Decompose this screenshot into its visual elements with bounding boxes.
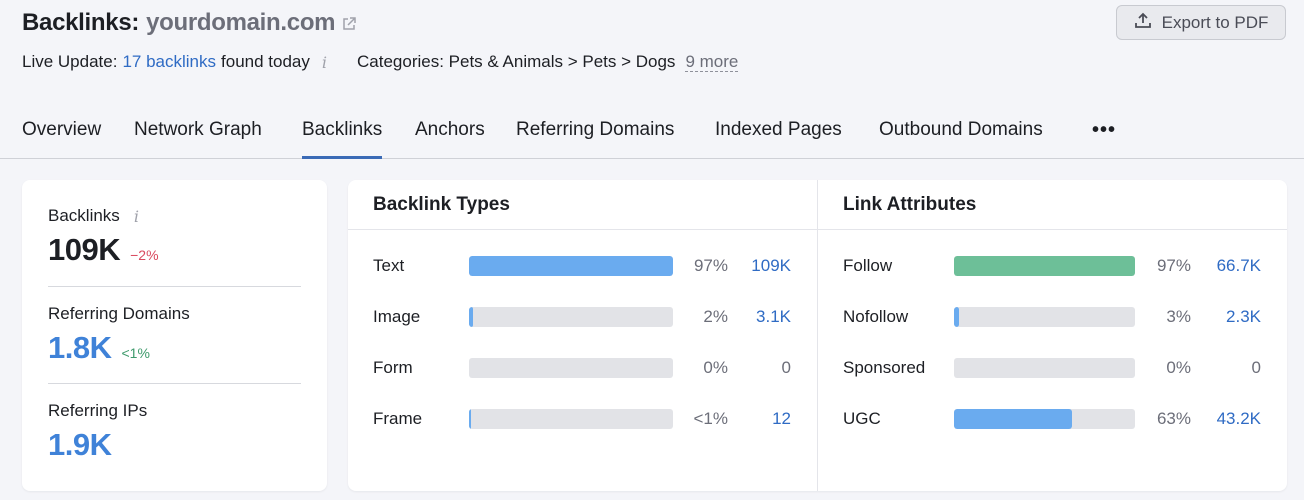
metric-label: Referring IPs xyxy=(48,401,148,420)
backlink-types-section: Backlink Types Text 97% 109K Image 2% 3.… xyxy=(348,180,817,491)
metric-label: Referring Domains xyxy=(48,304,190,323)
progress-bar xyxy=(954,256,1135,276)
link-attribute-row-ugc: UGC 63% 43.2K xyxy=(818,408,1287,430)
metric-backlinks: Backlinks i 109K −2% xyxy=(48,206,301,268)
divider xyxy=(48,286,301,287)
metric-value[interactable]: 1.8K xyxy=(48,330,112,365)
metric-label: Backlinks xyxy=(48,206,120,225)
metric-delta: −2% xyxy=(130,247,159,263)
tab-network-graph[interactable]: Network Graph xyxy=(134,119,262,140)
info-icon[interactable]: i xyxy=(321,52,327,72)
tab-backlinks[interactable]: Backlinks xyxy=(302,119,383,159)
metric-value[interactable]: 1.9K xyxy=(48,427,112,462)
row-percent: 63% xyxy=(1156,409,1191,428)
row-label: Form xyxy=(373,358,413,377)
summary-card: Backlinks i 109K −2% Referring Domains 1… xyxy=(22,180,327,491)
row-label: Text xyxy=(373,256,405,275)
metric-delta: <1% xyxy=(121,345,150,361)
tab-indexed-pages[interactable]: Indexed Pages xyxy=(715,119,842,140)
row-percent: 3% xyxy=(1166,307,1191,326)
title-prefix: Backlinks: xyxy=(22,9,140,36)
categories-more-link[interactable]: 9 more xyxy=(685,51,739,72)
row-count-link[interactable]: 2.3K xyxy=(1226,307,1261,326)
progress-bar xyxy=(469,307,673,327)
categories-text: Categories: Pets & Animals > Pets > Dogs xyxy=(357,52,676,71)
row-label: Follow xyxy=(843,256,893,275)
backlink-type-row-frame: Frame <1% 12 xyxy=(348,408,817,430)
divider xyxy=(48,383,301,384)
live-update-label: Live Update: xyxy=(22,52,118,71)
tab-overview[interactable]: Overview xyxy=(22,119,102,140)
metric-referring-domains[interactable]: Referring Domains 1.8K <1% xyxy=(48,304,301,366)
row-label: Frame xyxy=(373,409,423,428)
backlink-type-row-image: Image 2% 3.1K xyxy=(348,306,817,328)
link-attribute-row-follow: Follow 97% 66.7K xyxy=(818,255,1287,277)
upload-icon xyxy=(1134,11,1152,34)
section-title: Link Attributes xyxy=(843,194,977,215)
section-title: Backlink Types xyxy=(373,194,510,215)
backlink-type-row-text: Text 97% 109K xyxy=(348,255,817,277)
tab-anchors[interactable]: Anchors xyxy=(415,119,485,140)
row-count: 0 xyxy=(781,358,791,377)
info-icon[interactable]: i xyxy=(133,206,139,226)
live-update-link[interactable]: 17 backlinks xyxy=(122,52,217,71)
live-update-suffix: found today xyxy=(221,52,310,71)
progress-bar xyxy=(469,409,673,429)
tab-referring-domains[interactable]: Referring Domains xyxy=(516,119,675,140)
row-count-link[interactable]: 109K xyxy=(751,256,791,275)
progress-bar xyxy=(954,409,1135,429)
row-count-link[interactable]: 43.2K xyxy=(1216,409,1261,428)
page-title: Backlinks: yourdomain.com xyxy=(22,8,357,38)
row-count-link[interactable]: 3.1K xyxy=(756,307,791,326)
progress-bar xyxy=(954,307,1135,327)
external-link-icon[interactable] xyxy=(341,11,357,30)
progress-bar xyxy=(469,358,673,378)
progress-bar xyxy=(954,358,1135,378)
progress-bar xyxy=(469,256,673,276)
row-count: 0 xyxy=(1251,358,1261,377)
row-percent: 97% xyxy=(1156,256,1191,275)
metric-value: 109K xyxy=(48,232,121,267)
export-pdf-button[interactable]: Export to PDF xyxy=(1116,5,1286,40)
tab-bar: Overview Network Graph Backlinks Anchors… xyxy=(0,110,1304,159)
row-percent: 2% xyxy=(703,307,728,326)
more-tabs-icon[interactable]: ••• xyxy=(1092,119,1117,141)
row-count-link[interactable]: 12 xyxy=(772,409,791,428)
export-pdf-label: Export to PDF xyxy=(1161,12,1269,32)
row-percent: <1% xyxy=(693,409,729,428)
row-label: Sponsored xyxy=(843,358,926,377)
backlink-type-row-form: Form 0% 0 xyxy=(348,357,817,379)
row-count-link[interactable]: 66.7K xyxy=(1216,256,1261,275)
row-label: UGC xyxy=(843,409,881,428)
metric-referring-ips[interactable]: Referring IPs 1.9K xyxy=(48,401,301,463)
link-attribute-row-nofollow: Nofollow 3% 2.3K xyxy=(818,306,1287,328)
row-label: Nofollow xyxy=(843,307,909,326)
row-percent: 0% xyxy=(1166,358,1191,377)
row-percent: 0% xyxy=(703,358,728,377)
row-label: Image xyxy=(373,307,421,326)
row-percent: 97% xyxy=(693,256,728,275)
domain-name[interactable]: yourdomain.com xyxy=(146,9,336,36)
link-attributes-section: Link Attributes Follow 97% 66.7K Nofollo… xyxy=(817,180,1286,491)
link-attribute-row-sponsored: Sponsored 0% 0 xyxy=(818,357,1287,379)
distribution-panel: Backlink Types Text 97% 109K Image 2% 3.… xyxy=(348,180,1287,491)
tab-outbound-domains[interactable]: Outbound Domains xyxy=(879,119,1043,140)
live-update-line: Live Update: 17 backlinks found today i … xyxy=(22,51,739,72)
